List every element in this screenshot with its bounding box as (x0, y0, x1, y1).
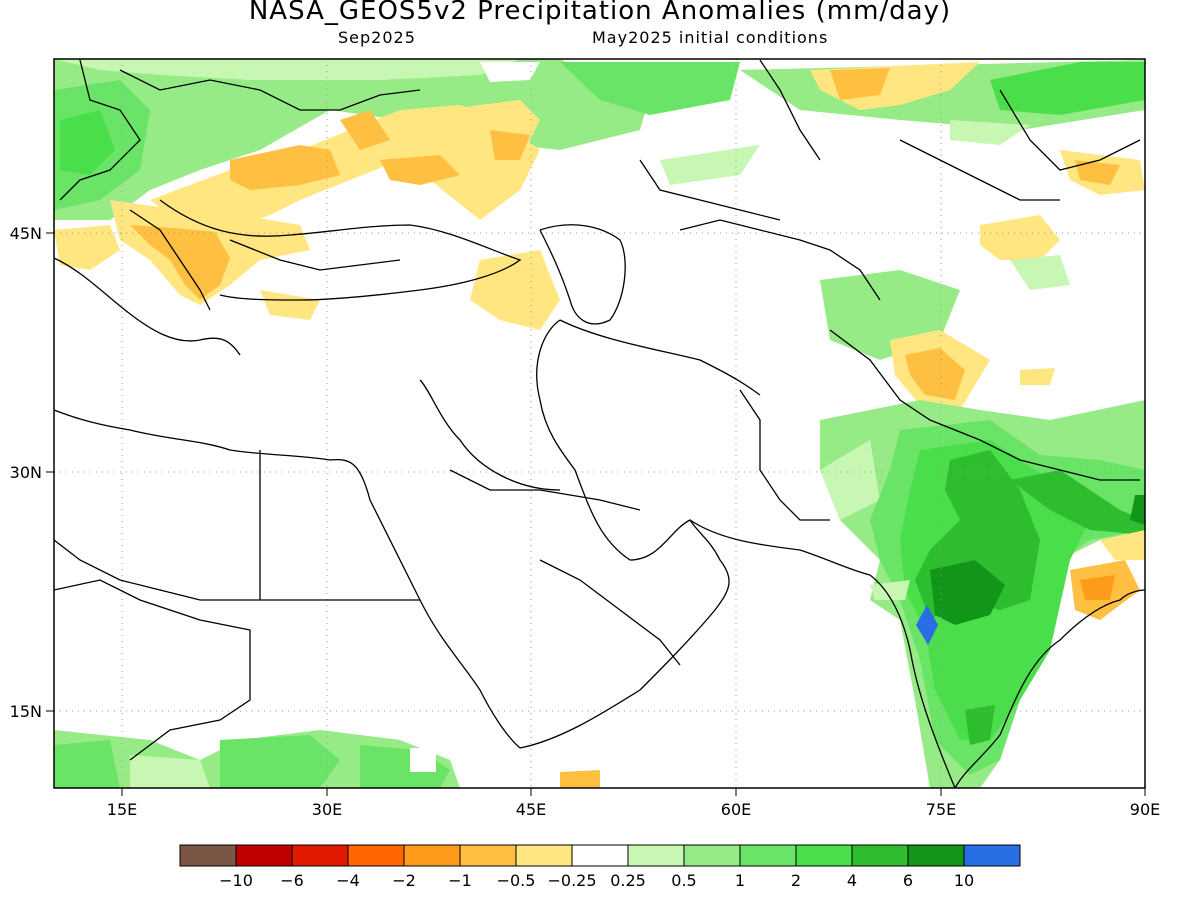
map-title: NASA_GEOS5v2 Precipitation Anomalies (mm… (248, 0, 952, 26)
legend-label: 4 (847, 871, 857, 890)
lon-label: 15E (107, 800, 137, 819)
lon-label: 30E (312, 800, 342, 819)
lon-label: 60E (721, 800, 751, 819)
legend-swatch (179, 844, 237, 867)
lon-label: 75E (926, 800, 956, 819)
initial-conditions: May2025 initial conditions (592, 28, 829, 47)
legend-label: −0.5 (497, 871, 536, 890)
anomaly-field (54, 59, 1145, 788)
legend-label: −1 (448, 871, 472, 890)
map-frame (53, 58, 1146, 789)
legend-swatch (795, 844, 853, 867)
lon-label: 90E (1130, 800, 1160, 819)
legend-label: −0.25 (547, 871, 596, 890)
valid-month: Sep2025 (338, 28, 416, 47)
legend-swatch (851, 844, 909, 867)
legend-label: −4 (336, 871, 360, 890)
legend-swatch (627, 844, 685, 867)
legend-swatch (235, 844, 293, 867)
legend-label: 6 (903, 871, 913, 890)
legend-label: 1 (735, 871, 745, 890)
legend-swatch (347, 844, 405, 867)
latitude-labels: 45N 30N 15N (10, 224, 42, 721)
lat-label: 30N (10, 463, 42, 482)
legend-swatch (459, 844, 517, 867)
legend-swatch (963, 844, 1021, 867)
legend-swatch (739, 844, 797, 867)
legend-swatch (515, 844, 573, 867)
longitude-labels: 15E 30E 45E 60E 75E 90E (107, 800, 1160, 819)
legend-swatch (907, 844, 965, 867)
legend-label: −6 (280, 871, 304, 890)
legend-label: 0.25 (610, 871, 646, 890)
legend-label: 0.5 (671, 871, 696, 890)
legend-label: 10 (954, 871, 974, 890)
legend-label: 2 (791, 871, 801, 890)
legend-label: −10 (219, 871, 253, 890)
coastlines-borders (54, 59, 1145, 788)
legend-swatch (683, 844, 741, 867)
legend-swatch (291, 844, 349, 867)
legend-label: −2 (392, 871, 416, 890)
color-legend: −10 −6 −4 −2 −1 −0.5 −0.25 0.25 0.5 1 2 4 6 10 (179, 844, 1021, 890)
lat-label: 15N (10, 702, 42, 721)
legend-swatch (403, 844, 461, 867)
lat-label: 45N (10, 224, 42, 243)
legend-swatch (571, 844, 629, 867)
lon-label: 45E (516, 800, 546, 819)
